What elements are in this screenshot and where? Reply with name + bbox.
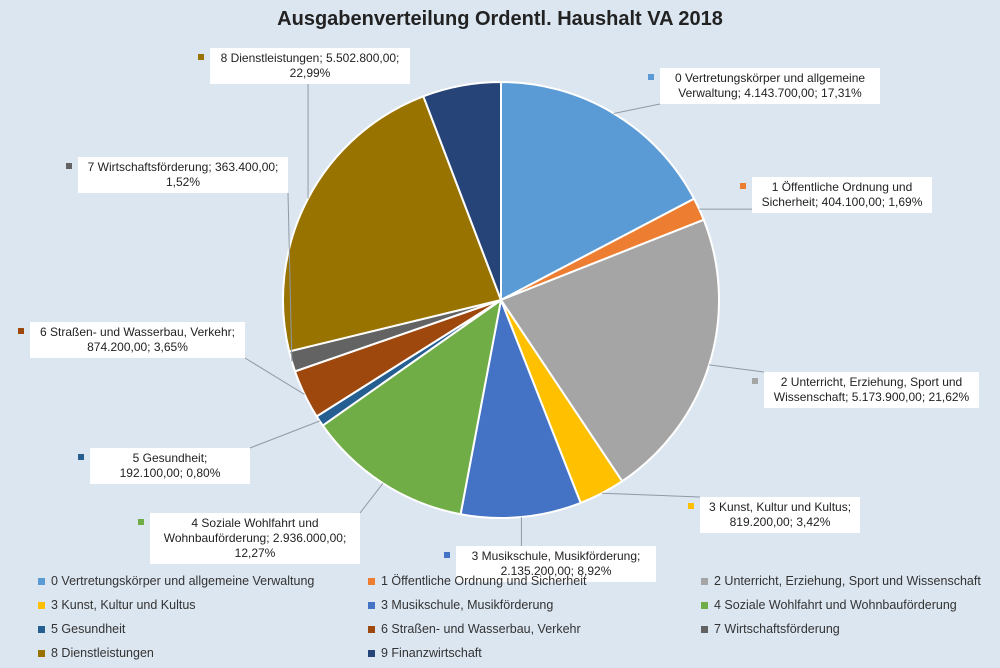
legend-label: 0 Vertretungskörper und allgemeine Verwa… bbox=[51, 574, 315, 588]
data-label-swatch bbox=[18, 328, 24, 334]
data-label-text: 874.200,00; 3,65% bbox=[87, 340, 188, 354]
data-label-6: 5 Gesundheit;192.100,00; 0,80% bbox=[78, 448, 250, 484]
legend-label: 4 Soziale Wohlfahrt und Wohnbauförderung bbox=[714, 598, 957, 612]
legend-item-1: 1 Öffentliche Ordnung und Sicherheit bbox=[368, 574, 586, 588]
legend-swatch bbox=[368, 577, 375, 585]
data-label-swatch bbox=[444, 552, 450, 558]
data-label-9: 8 Dienstleistungen; 5.502.800,00;22,99% bbox=[198, 48, 410, 84]
legend-swatch bbox=[38, 649, 45, 657]
leader-line-8 bbox=[287, 192, 293, 362]
pie-slice-0 bbox=[500, 80, 696, 302]
data-label-text: 4 Soziale Wohlfahrt und bbox=[191, 516, 318, 530]
legend-item-3: 3 Kunst, Kultur und Kultus bbox=[38, 598, 196, 612]
data-label-box bbox=[660, 68, 880, 104]
legend-label: 7 Wirtschaftsförderung bbox=[714, 622, 840, 636]
legend-item-2: 2 Unterricht, Erziehung, Sport und Wisse… bbox=[701, 574, 981, 588]
data-label-text: 3 Kunst, Kultur und Kultus; bbox=[709, 500, 851, 514]
data-label-box bbox=[456, 546, 656, 582]
leader-line-7 bbox=[244, 357, 305, 395]
data-label-text: 3 Musikschule, Musikförderung; bbox=[472, 549, 641, 563]
chart-title: Ausgabenverteilung Ordentl. Haushalt VA … bbox=[277, 8, 723, 30]
data-label-box bbox=[210, 48, 410, 84]
legend-swatch bbox=[701, 577, 708, 585]
legend-item-10: 9 Finanzwirtschaft bbox=[368, 646, 482, 660]
legend-label: 9 Finanzwirtschaft bbox=[381, 646, 482, 660]
data-label-0: 0 Vertretungskörper und allgemeineVerwal… bbox=[648, 68, 880, 104]
data-label-text: 22,99% bbox=[290, 66, 331, 80]
legend-item-4: 3 Musikschule, Musikförderung bbox=[368, 598, 553, 612]
data-label-text: 1,52% bbox=[166, 175, 200, 189]
data-label-box bbox=[78, 157, 288, 193]
legend-item-8: 7 Wirtschaftsförderung bbox=[701, 622, 840, 636]
legend-swatch bbox=[38, 601, 45, 609]
data-label-4: 3 Musikschule, Musikförderung;2.135.200,… bbox=[444, 546, 656, 582]
data-label-text: 2.135.200,00; 8,92% bbox=[501, 564, 612, 578]
legend-swatch bbox=[368, 601, 375, 609]
legend-label: 8 Dienstleistungen bbox=[51, 646, 154, 660]
data-label-text: Sicherheit; 404.100,00; 1,69% bbox=[762, 195, 923, 209]
pie-slice-9 bbox=[282, 95, 503, 353]
legend-item-9: 8 Dienstleistungen bbox=[38, 646, 154, 660]
data-label-text: 6 Straßen- und Wasserbau, Verkehr; bbox=[40, 325, 235, 339]
legend-item-5: 4 Soziale Wohlfahrt und Wohnbauförderung bbox=[701, 598, 957, 612]
chart-legend: 0 Vertretungskörper und allgemeine Verwa… bbox=[38, 574, 998, 664]
data-label-text: 8 Dienstleistungen; 5.502.800,00; bbox=[221, 51, 400, 65]
data-label-box bbox=[700, 497, 860, 533]
data-label-text: 5 Gesundheit; bbox=[133, 451, 208, 465]
data-label-swatch bbox=[740, 183, 746, 189]
data-label-text: 12,27% bbox=[235, 546, 276, 560]
data-label-box bbox=[90, 448, 250, 484]
pie-slice-2 bbox=[499, 218, 720, 483]
leader-line-2 bbox=[709, 364, 765, 373]
pie-slice-10 bbox=[422, 80, 502, 301]
data-label-8: 7 Wirtschaftsförderung; 363.400,00;1,52% bbox=[66, 157, 288, 193]
data-label-swatch bbox=[78, 454, 84, 460]
leader-line-3 bbox=[601, 492, 701, 498]
data-label-2: 2 Unterricht, Erziehung, Sport undWissen… bbox=[752, 372, 979, 408]
data-label-box bbox=[764, 372, 979, 408]
data-label-text: 2 Unterricht, Erziehung, Sport und bbox=[781, 375, 962, 389]
legend-label: 2 Unterricht, Erziehung, Sport und Wisse… bbox=[714, 574, 981, 588]
data-label-3: 3 Kunst, Kultur und Kultus;819.200,00; 3… bbox=[688, 497, 860, 533]
legend-swatch bbox=[38, 577, 45, 585]
leader-line-0 bbox=[613, 103, 661, 114]
data-label-text: 1 Öffentliche Ordnung und bbox=[772, 180, 913, 194]
legend-swatch bbox=[38, 625, 45, 633]
data-label-swatch bbox=[752, 378, 758, 384]
data-label-box bbox=[752, 177, 932, 213]
data-label-text: 192.100,00; 0,80% bbox=[120, 466, 221, 480]
legend-label: 1 Öffentliche Ordnung und Sicherheit bbox=[381, 574, 587, 588]
data-label-swatch bbox=[648, 74, 654, 80]
data-label-5: 4 Soziale Wohlfahrt undWohnbauförderung;… bbox=[138, 513, 360, 564]
legend-label: 3 Kunst, Kultur und Kultus bbox=[51, 598, 196, 612]
data-label-swatch bbox=[66, 163, 72, 169]
data-label-text: 819.200,00; 3,42% bbox=[730, 515, 831, 529]
data-label-swatch bbox=[688, 503, 694, 509]
data-label-box bbox=[30, 322, 245, 358]
legend-label: 3 Musikschule, Musikförderung bbox=[381, 598, 554, 612]
data-label-swatch bbox=[198, 54, 204, 60]
legend-swatch bbox=[368, 649, 375, 657]
data-label-text: Wissenschaft; 5.173.900,00; 21,62% bbox=[774, 390, 970, 404]
legend-swatch bbox=[701, 601, 708, 609]
data-label-text: 0 Vertretungskörper und allgemeine bbox=[675, 71, 865, 85]
legend-label: 6 Straßen- und Wasserbau, Verkehr bbox=[381, 622, 581, 636]
data-label-7: 6 Straßen- und Wasserbau, Verkehr;874.20… bbox=[18, 322, 245, 358]
data-label-text: 7 Wirtschaftsförderung; 363.400,00; bbox=[88, 160, 279, 174]
data-label-box bbox=[150, 513, 360, 564]
legend-item-6: 5 Gesundheit bbox=[38, 622, 125, 636]
legend-item-7: 6 Straßen- und Wasserbau, Verkehr bbox=[368, 622, 581, 636]
leader-line-6 bbox=[249, 420, 320, 449]
data-label-text: Wohnbauförderung; 2.936.000,00; bbox=[164, 531, 347, 545]
data-label-text: Verwaltung; 4.143.700,00; 17,31% bbox=[678, 86, 862, 100]
data-label-swatch bbox=[138, 519, 144, 525]
legend-swatch bbox=[368, 625, 375, 633]
legend-swatch bbox=[701, 625, 708, 633]
leader-line-5 bbox=[359, 483, 384, 514]
legend-item-0: 0 Vertretungskörper und allgemeine Verwa… bbox=[38, 574, 314, 588]
legend-label: 5 Gesundheit bbox=[51, 622, 126, 636]
